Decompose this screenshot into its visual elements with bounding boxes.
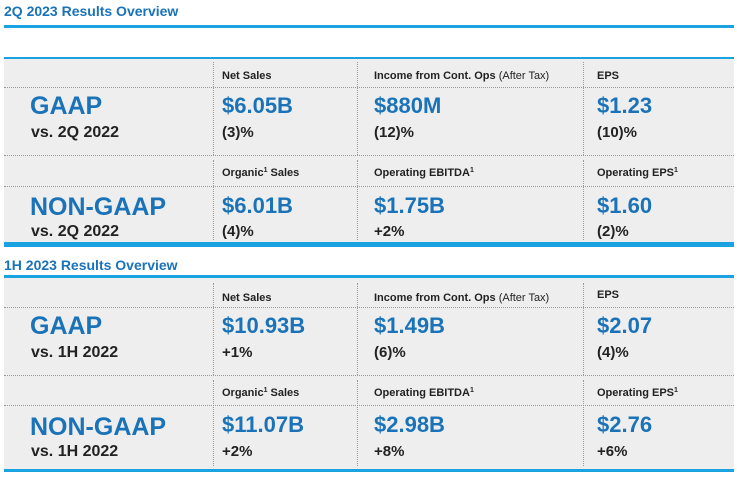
metric-value: $1.23 <box>597 93 653 118</box>
metric-label: Operating EPS1 <box>597 167 678 179</box>
metric-change: (4)% <box>222 223 254 240</box>
divider <box>357 283 358 375</box>
metric-label: Income from Cont. Ops (After Tax) <box>374 292 550 304</box>
divider <box>4 375 734 376</box>
metric-change: (6)% <box>374 344 406 361</box>
metric-change: (3)% <box>222 124 254 141</box>
section-rule <box>4 25 734 28</box>
metric-change: +6% <box>597 443 628 460</box>
row-comparison: vs. 1H 2022 <box>31 443 119 460</box>
metric-change: (2)% <box>597 223 629 240</box>
metric-value: $6.01B <box>222 193 293 218</box>
metric-value: $1.75B <box>374 193 445 218</box>
metric-value: $2.98B <box>374 412 445 437</box>
metric-label: Income from Cont. Ops (After Tax) <box>374 70 550 82</box>
divider <box>213 62 214 155</box>
metric-label: Net Sales <box>222 70 272 82</box>
row-comparison: vs. 1H 2022 <box>31 344 119 361</box>
metric-value: $10.93B <box>222 313 306 338</box>
metric-label: Organic1 Sales <box>222 167 300 179</box>
section-title-1h: 1H 2023 Results Overview <box>4 257 178 273</box>
divider <box>4 155 734 156</box>
results-panel-1h <box>4 278 734 469</box>
metric-label: Organic1 Sales <box>222 387 300 399</box>
metric-value: $2.76 <box>597 412 653 437</box>
divider <box>583 160 584 240</box>
bottom-rule <box>4 469 734 472</box>
metric-change: (12)% <box>374 124 415 141</box>
metric-label: Operating EPS1 <box>597 387 678 399</box>
metric-value: $2.07 <box>597 313 653 338</box>
row-name-gaap: GAAP <box>30 92 103 120</box>
metric-label: Operating EBITDA1 <box>374 167 474 179</box>
section-title-2q: 2Q 2023 Results Overview <box>4 3 179 19</box>
divider <box>213 380 214 466</box>
metric-value: $880M <box>374 93 442 118</box>
divider <box>583 283 584 375</box>
metric-label: Operating EBITDA1 <box>374 387 474 399</box>
row-name-non-gaap: NON-GAAP <box>30 193 167 221</box>
divider <box>357 62 358 155</box>
row-comparison: vs. 2Q 2022 <box>31 223 120 240</box>
metric-label: EPS <box>597 289 620 301</box>
section-rule <box>4 275 734 278</box>
metric-change: (10)% <box>597 124 638 141</box>
divider <box>213 160 214 240</box>
panel-top-rule <box>4 57 734 59</box>
metric-change: +2% <box>222 443 253 460</box>
row-name-gaap: GAAP <box>30 312 103 340</box>
row-comparison: vs. 2Q 2022 <box>31 124 120 141</box>
divider <box>583 380 584 466</box>
metric-label: Net Sales <box>222 292 272 304</box>
metric-value: $11.07B <box>222 412 304 437</box>
divider <box>4 87 734 88</box>
divider <box>4 307 734 308</box>
metric-value: $6.05B <box>222 93 293 118</box>
metric-change: +2% <box>374 223 405 240</box>
divider <box>4 405 734 406</box>
section-rule <box>4 242 734 247</box>
metric-change: +8% <box>374 443 405 460</box>
metric-label: EPS <box>597 70 620 82</box>
divider <box>4 186 734 187</box>
divider <box>357 380 358 466</box>
metric-value: $1.49B <box>374 313 445 338</box>
divider <box>583 62 584 155</box>
row-name-non-gaap: NON-GAAP <box>30 413 167 441</box>
metric-change: (4)% <box>597 344 629 361</box>
divider <box>357 160 358 240</box>
metric-change: +1% <box>222 344 253 361</box>
metric-value: $1.60 <box>597 193 653 218</box>
divider <box>213 283 214 375</box>
